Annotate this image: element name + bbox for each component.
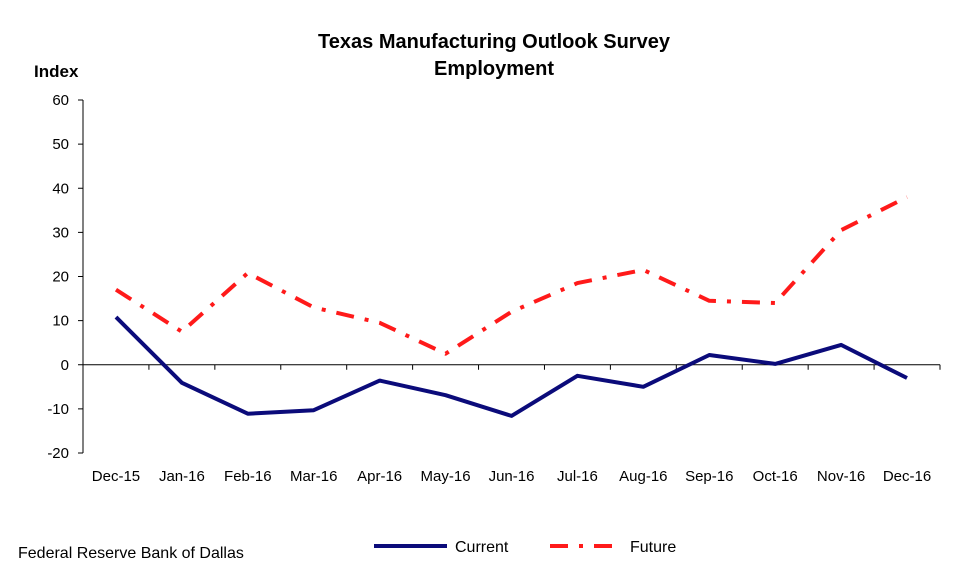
data-point-future [181, 331, 182, 332]
x-axis: Dec-15 Jan-16 Feb-16 Mar-16 Apr-16 May-16 Jun-… [82, 364, 941, 485]
data-point-future [313, 307, 314, 308]
y-tick-label: 30 [52, 224, 69, 241]
x-tick-label: Aug-16 [619, 468, 667, 485]
x-tick-label: Oct-16 [753, 468, 798, 485]
data-point-future [247, 272, 248, 273]
data-point-current [511, 415, 512, 416]
data-point-future [115, 289, 116, 290]
data-point-future [907, 197, 908, 198]
data-point-future [775, 302, 776, 303]
data-point-current [643, 386, 644, 387]
data-point-future [511, 311, 512, 312]
data-point-future [445, 353, 446, 354]
series-line-current [114, 315, 908, 418]
series-lines [114, 195, 908, 418]
data-point-current [709, 355, 710, 356]
legend: Current Future [374, 539, 676, 556]
data-point-future [841, 230, 842, 231]
data-point-future [643, 269, 644, 270]
y-tick-label: 50 [52, 136, 69, 153]
x-tick-label: Mar-16 [290, 468, 338, 485]
legend-future-label: Future [630, 539, 676, 556]
source-note: Federal Reserve Bank of Dallas [18, 545, 244, 562]
data-point-current [841, 344, 842, 345]
legend-current-label: Current [455, 539, 509, 556]
x-tick-label: Jan-16 [159, 468, 205, 485]
x-tick-label: Feb-16 [224, 468, 272, 485]
chart-title: Texas Manufacturing Outlook Survey [318, 31, 671, 53]
data-point-current [379, 380, 380, 381]
series-line-future [114, 195, 908, 356]
chart-subtitle: Employment [434, 58, 554, 80]
x-tick-label: Dec-16 [883, 468, 931, 485]
x-tick-label: Sep-16 [685, 468, 733, 485]
data-point-current [907, 377, 908, 378]
y-axis-label: Index [34, 62, 79, 81]
x-tick-label: Jul-16 [557, 468, 598, 485]
data-point-current [181, 382, 182, 383]
y-tick-label: -10 [47, 401, 69, 418]
x-tick-label: Jun-16 [489, 468, 535, 485]
data-point-future [709, 300, 710, 301]
data-point-current [247, 413, 248, 414]
y-tick-label: 40 [52, 180, 69, 197]
data-point-current [313, 410, 314, 411]
y-tick-label: 10 [52, 313, 69, 330]
x-tick-label: Dec-15 [92, 468, 140, 485]
data-point-current [115, 317, 116, 318]
data-point-current [445, 395, 446, 396]
y-tick-label: 60 [52, 92, 69, 109]
data-point-future [577, 283, 578, 284]
y-tick-label: 0 [61, 357, 69, 374]
y-tick-label: 20 [52, 269, 69, 286]
x-tick-label: Nov-16 [817, 468, 865, 485]
data-point-future [379, 322, 380, 323]
y-axis: -20 -10 0 10 20 30 40 50 60 [47, 92, 84, 462]
data-point-current [577, 375, 578, 376]
y-tick-label: -20 [47, 445, 69, 462]
data-point-current [775, 363, 776, 364]
x-tick-label: Apr-16 [357, 468, 402, 485]
x-tick-label: May-16 [421, 468, 471, 485]
